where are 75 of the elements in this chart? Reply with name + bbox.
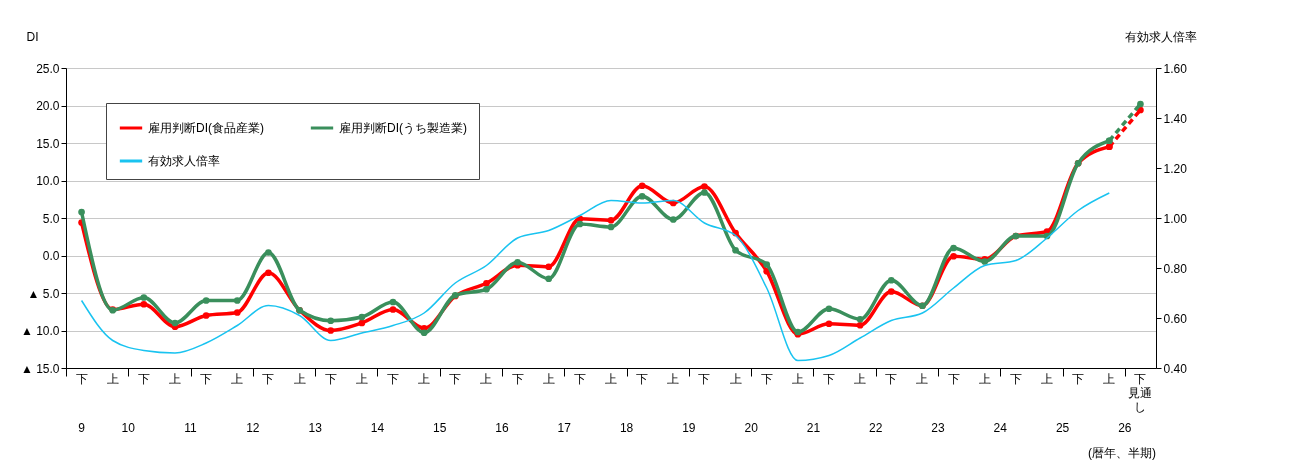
text: 18 xyxy=(619,421,634,435)
x-tick-label: 下 xyxy=(885,372,898,386)
y-tick-label: 15.0 xyxy=(36,136,60,151)
x-tick-label: 下 xyxy=(1072,372,1085,386)
x-tick-label: 下 xyxy=(262,372,275,386)
x-tick-label: 下見通し xyxy=(1128,372,1153,414)
text: 21 xyxy=(806,421,821,435)
x-tick-label: 上 xyxy=(978,372,991,386)
y-tick-label: 10.0 xyxy=(36,174,60,188)
text: 16 xyxy=(495,421,509,435)
x-tick-label: 上 xyxy=(729,372,742,386)
text: 25 xyxy=(1055,421,1070,435)
x-tick-label: 上 xyxy=(418,372,431,386)
y2-tick-label: 1.40 xyxy=(1163,111,1188,126)
x-tick-label: 上 xyxy=(605,372,617,386)
y-tick-label: ▲ 5.0 xyxy=(27,286,60,301)
x-tick-label: 上 xyxy=(542,372,555,386)
x-tick-label: 下 xyxy=(449,372,462,386)
text: 14 xyxy=(370,421,385,435)
legend-label: 雇用判断DI(うち製造業) xyxy=(339,121,467,135)
y2-axis-title: 有効求人倍率 xyxy=(1124,29,1197,44)
legend-label: 雇用判断DI(食品産業) xyxy=(148,121,264,135)
y2-tick-label: 0.60 xyxy=(1163,311,1188,326)
text: 26 xyxy=(1118,421,1132,435)
y-tick-label: 0.0 xyxy=(42,249,60,263)
text: 12 xyxy=(246,421,260,435)
x-tick-label: 下 xyxy=(511,372,524,386)
y-tick-label: 5.0 xyxy=(42,211,60,226)
x-tick-label: 下 xyxy=(698,372,711,386)
text: 19 xyxy=(682,421,696,435)
y-tick-label: 25.0 xyxy=(36,61,60,76)
x-tick-label: 上 xyxy=(1041,372,1053,386)
x-tick-label: 下 xyxy=(636,372,649,386)
x-tick-label: 上 xyxy=(293,372,306,386)
text: 13 xyxy=(308,421,323,435)
text: 10 xyxy=(121,421,136,435)
y-tick-label: ▲ 10.0 xyxy=(20,324,60,338)
y2-tick-label: 0.80 xyxy=(1163,261,1188,276)
x-tick-label: 下 xyxy=(200,372,213,386)
x-tick-label: 上 xyxy=(1103,372,1116,386)
y2-tick-label: 1.00 xyxy=(1163,211,1188,226)
x-tick-label: 上 xyxy=(106,372,119,386)
x-tick-label: 上 xyxy=(791,372,804,386)
x-tick-label: 下 xyxy=(387,372,399,386)
text: 22 xyxy=(869,421,883,435)
text: 23 xyxy=(931,421,945,435)
x-tick-label: 下 xyxy=(324,372,337,386)
x-tick-label: 上 xyxy=(667,372,680,386)
x-tick-label: 下 xyxy=(947,372,960,386)
legend-label: 有効求人倍率 xyxy=(148,154,220,168)
text: (暦年、半期) xyxy=(1088,446,1156,460)
x-tick-label: 上 xyxy=(231,372,244,386)
x-tick-label: 下 xyxy=(137,372,150,386)
x-tick-label: 上 xyxy=(355,372,368,386)
x-tick-label: 下 xyxy=(760,372,773,386)
y-tick-label: ▲ 15.0 xyxy=(20,361,60,376)
x-tick-label: 下 xyxy=(573,372,586,386)
x-tick-label: 下 xyxy=(823,372,835,386)
text: 20 xyxy=(744,421,759,435)
text: 11 xyxy=(184,421,198,435)
x-tick-label: 上 xyxy=(916,372,929,386)
y-axis-title: DI xyxy=(26,29,39,44)
y-tick-label: 20.0 xyxy=(36,99,60,113)
y2-tick-label: 1.20 xyxy=(1163,161,1188,176)
x-tick-label: 下 xyxy=(1009,372,1022,386)
y2-tick-label: 0.40 xyxy=(1163,361,1188,376)
x-tick-label: 上 xyxy=(480,372,493,386)
text: 15 xyxy=(433,421,447,435)
text: 24 xyxy=(993,421,1008,435)
y2-tick-label: 1.60 xyxy=(1163,61,1188,76)
x-tick-label: 下 xyxy=(75,372,88,386)
text: 9 xyxy=(78,421,86,435)
x-tick-label: 上 xyxy=(854,372,867,386)
text: 17 xyxy=(557,421,572,435)
x-tick-label: 上 xyxy=(169,372,181,386)
